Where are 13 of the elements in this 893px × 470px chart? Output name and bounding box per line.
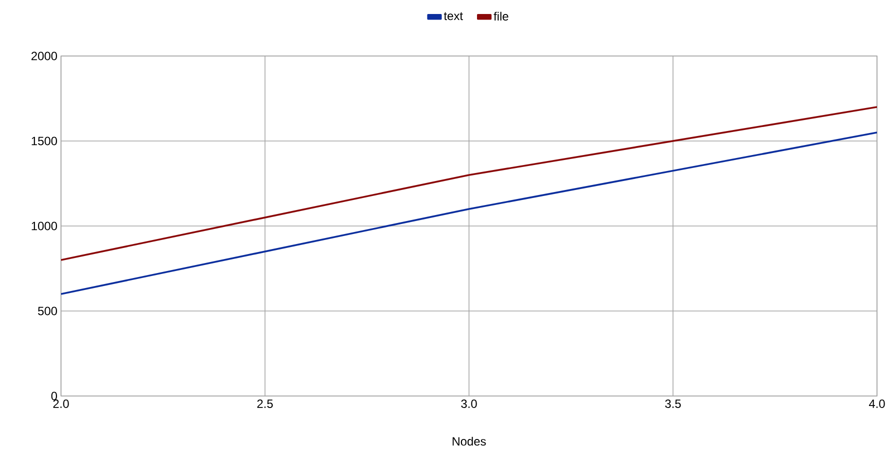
y-tick-label: 1000 [32, 222, 58, 230]
x-tick-label: 2.5 [257, 400, 273, 408]
x-tick-label: 3.5 [665, 400, 681, 408]
legend-label: file [494, 12, 508, 21]
y-tick-label: 0 [51, 392, 58, 400]
y-tick-label: 2000 [31, 52, 58, 60]
y-tick-label: 500 [38, 306, 58, 316]
y-tick-label: 1500 [32, 136, 58, 146]
x-axis-title: Nodes [452, 436, 486, 446]
x-tick-label: 3.0 [461, 400, 477, 408]
x-tick-label: 2.0 [53, 400, 69, 408]
legend-label: text [444, 12, 463, 20]
x-tick-label: 4.0 [868, 400, 885, 408]
